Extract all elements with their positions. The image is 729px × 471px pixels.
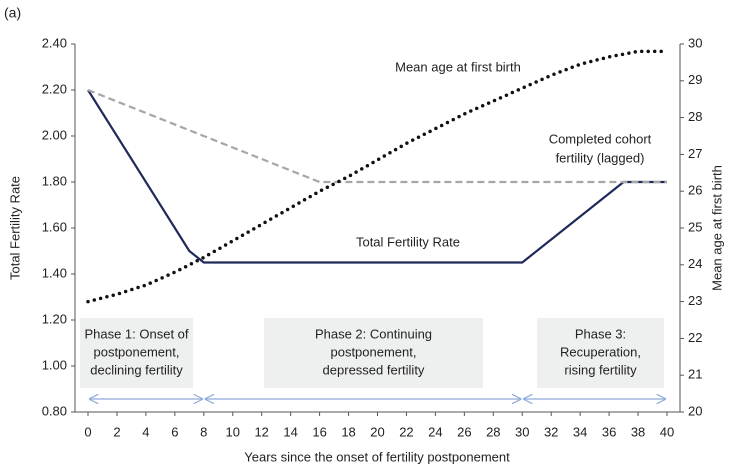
x-tick-label: 4 <box>142 424 149 439</box>
panel-label: (a) <box>4 5 21 21</box>
series-line <box>86 49 669 304</box>
phase-text: rising fertility <box>564 362 637 377</box>
x-tick-label: 24 <box>428 424 442 439</box>
x-tick-label: 34 <box>573 424 587 439</box>
x-tick-label: 10 <box>226 424 240 439</box>
series-line <box>87 89 667 264</box>
y2-tick-label: 25 <box>688 219 702 234</box>
phase-box <box>537 318 664 388</box>
phase-text: Recuperation, <box>560 344 641 359</box>
y2-tick-label: 20 <box>688 403 702 418</box>
y-tick-label: 2.40 <box>42 35 67 50</box>
y2-tick-label: 22 <box>688 330 702 345</box>
phase-text: Phase 1: Onset of <box>84 326 188 341</box>
phase-text: postponement, <box>93 344 179 359</box>
y-tick-label: 1.80 <box>42 173 67 188</box>
y-tick-label: 1.20 <box>42 311 67 326</box>
phase-text: declining fertility <box>90 362 183 377</box>
phase-text: Phase 2: Continuing <box>315 326 432 341</box>
annotation: Mean age at first birth <box>395 59 521 74</box>
x-tick-label: 18 <box>341 424 355 439</box>
x-tick-label: 12 <box>254 424 268 439</box>
annotation: Total Fertility Rate <box>356 234 460 249</box>
x-tick-label: 32 <box>544 424 558 439</box>
y-tick-label: 2.00 <box>42 127 67 142</box>
phase-text: depressed fertility <box>323 362 425 377</box>
series-line <box>87 88 667 184</box>
x-tick-label: 36 <box>602 424 616 439</box>
phase-box <box>80 318 193 388</box>
x-tick-label: 30 <box>515 424 529 439</box>
phase-box <box>264 318 483 388</box>
y-tick-label: 1.40 <box>42 265 67 280</box>
x-tick-label: 14 <box>283 424 297 439</box>
x-axis-label: Years since the onset of fertility postp… <box>244 449 510 464</box>
y2-tick-label: 26 <box>688 183 702 198</box>
x-tick-label: 20 <box>370 424 384 439</box>
x-tick-label: 38 <box>631 424 645 439</box>
phase-text: postponement, <box>330 344 416 359</box>
x-tick-label: 40 <box>660 424 674 439</box>
y2-tick-label: 21 <box>688 367 702 382</box>
y-tick-label: 1.00 <box>42 357 67 372</box>
y2-tick-label: 23 <box>688 293 702 308</box>
x-tick-label: 16 <box>312 424 326 439</box>
y2-tick-label: 30 <box>688 35 702 50</box>
y2-tick-label: 27 <box>688 146 702 161</box>
x-tick-label: 28 <box>486 424 500 439</box>
y-axis-label: Total Fertility Rate <box>7 176 22 280</box>
y2-tick-label: 28 <box>688 109 702 124</box>
y2-axis-label: Mean age at first birth <box>709 165 724 291</box>
y-tick-label: 2.20 <box>42 81 67 96</box>
y-tick-label: 0.80 <box>42 403 67 418</box>
annotation: Completed cohort <box>549 131 652 146</box>
x-tick-label: 8 <box>200 424 207 439</box>
y-tick-label: 1.60 <box>42 219 67 234</box>
y2-tick-label: 29 <box>688 72 702 87</box>
phase-text: Phase 3: <box>575 326 626 341</box>
x-tick-label: 26 <box>457 424 471 439</box>
x-tick-label: 0 <box>84 424 91 439</box>
y2-tick-label: 24 <box>688 256 702 271</box>
x-tick-label: 22 <box>399 424 413 439</box>
annotation: fertility (lagged) <box>556 150 645 165</box>
x-tick-label: 6 <box>171 424 178 439</box>
x-tick-label: 2 <box>113 424 120 439</box>
